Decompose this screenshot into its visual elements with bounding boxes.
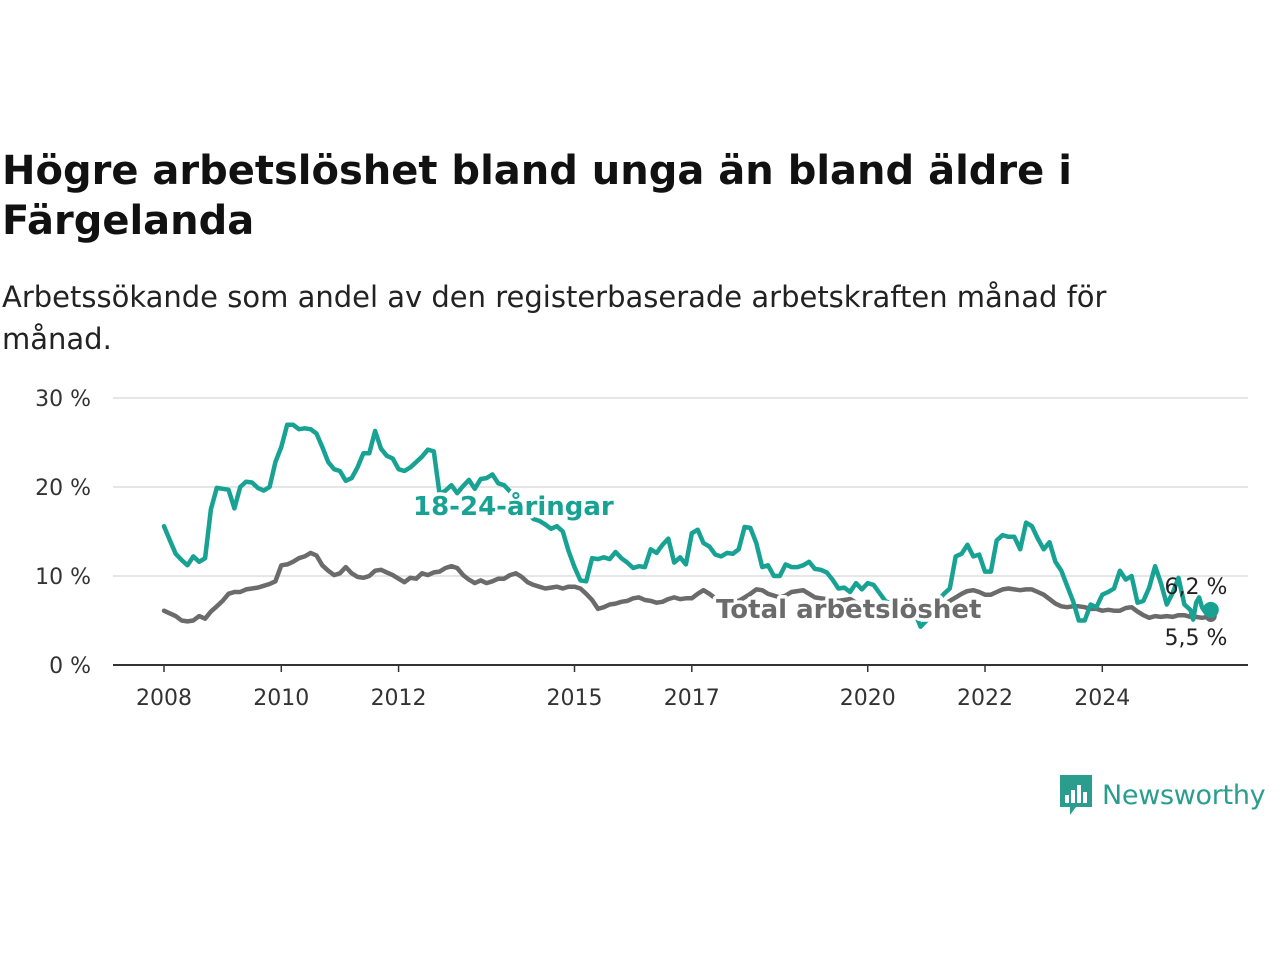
total-series-label: Total arbetslöshet xyxy=(716,595,981,625)
x-tick-label: 2008 xyxy=(136,686,192,711)
newsworthy-icon xyxy=(1060,775,1092,815)
y-tick-label: 0 % xyxy=(49,654,91,679)
gridlines xyxy=(113,397,1248,577)
y-tick-label: 10 % xyxy=(35,565,91,590)
y-tick-label: 30 % xyxy=(35,387,91,412)
youth-end-point xyxy=(1202,601,1219,618)
chart-title: Högre arbetslöshet bland unga än bland ä… xyxy=(2,148,1072,244)
youth-series-line xyxy=(161,422,1214,629)
y-axis: 0 % 10 % 20 % 30 % xyxy=(35,387,91,679)
chart-subtitle: Arbetssökande som andel av den registerb… xyxy=(2,280,1107,356)
x-tick-label: 2017 xyxy=(664,686,720,711)
x-tick-label: 2020 xyxy=(840,686,896,711)
x-tick-label: 2024 xyxy=(1074,686,1130,711)
x-tick-label: 2012 xyxy=(371,686,427,711)
total-series-line xyxy=(161,550,1214,624)
x-tick-label: 2010 xyxy=(253,686,309,711)
y-tick-label: 20 % xyxy=(35,476,91,501)
x-tick-label: 2015 xyxy=(547,686,603,711)
x-tick-label: 2022 xyxy=(957,686,1013,711)
total-series-label-halo: Total arbetslöshet xyxy=(716,595,981,625)
youth-end-value-label: 6,2 % xyxy=(1165,575,1228,600)
newsworthy-logo: Newsworthy xyxy=(1058,773,1266,817)
series-lines xyxy=(161,422,1219,629)
total-end-value-label: 5,5 % xyxy=(1165,626,1228,651)
x-axis: 2008 2010 2012 2015 2017 2020 2022 2024 xyxy=(113,664,1248,711)
youth-series-label-halo: 18-24-åringar xyxy=(413,490,614,522)
brand-name: Newsworthy xyxy=(1102,779,1266,811)
line-chart: 0 % 10 % 20 % 30 % 2008 2010 2012 2015 2017 2020… xyxy=(35,387,1248,711)
youth-series-label: 18-24-åringar xyxy=(413,490,614,522)
